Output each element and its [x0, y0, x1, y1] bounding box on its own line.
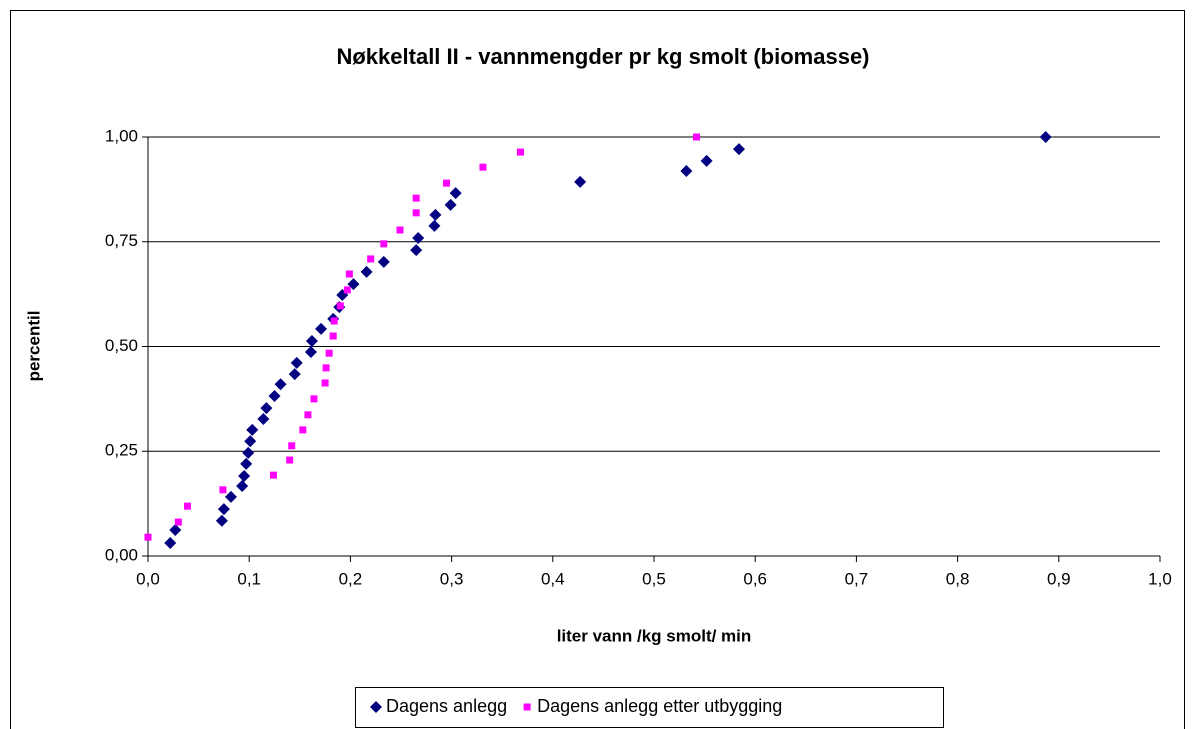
point	[269, 471, 277, 479]
point	[183, 502, 191, 510]
point	[367, 255, 375, 263]
point	[244, 435, 257, 448]
point	[310, 395, 318, 403]
chart-title: Nøkkeltall II - vannmengder pr kg smolt …	[336, 44, 869, 69]
x-tick-label: 0,5	[642, 569, 666, 588]
point	[444, 198, 457, 211]
point	[330, 317, 338, 325]
legend-label: Dagens anlegg	[386, 696, 507, 716]
point	[257, 412, 270, 425]
point	[377, 255, 390, 268]
point	[164, 537, 177, 550]
point	[345, 270, 353, 278]
point	[322, 364, 330, 372]
y-tick-label: 0,00	[105, 545, 138, 564]
point	[321, 379, 329, 387]
point	[680, 164, 693, 177]
point	[449, 187, 462, 200]
y-tick-label: 1,00	[105, 126, 138, 145]
point	[1039, 131, 1052, 143]
chart-frame	[10, 10, 1185, 729]
point	[144, 533, 152, 541]
point	[574, 175, 587, 188]
point	[217, 503, 230, 516]
point	[329, 332, 337, 340]
y-axis-label: percentil	[24, 311, 43, 382]
point	[246, 423, 259, 436]
x-tick-label: 0,8	[946, 569, 970, 588]
point	[429, 208, 442, 221]
point	[224, 490, 237, 503]
y-tick-label: 0,25	[105, 441, 138, 460]
point	[219, 486, 227, 494]
point	[516, 148, 524, 156]
point	[370, 701, 382, 713]
point	[412, 194, 420, 202]
point	[290, 356, 303, 369]
y-tick-label: 0,75	[105, 231, 138, 250]
point	[396, 226, 404, 234]
point	[412, 231, 425, 244]
point	[412, 209, 420, 217]
point	[299, 426, 307, 434]
x-tick-label: 0,2	[339, 569, 363, 588]
x-tick-label: 0,9	[1047, 569, 1071, 588]
point	[325, 349, 333, 357]
point	[343, 286, 351, 294]
point	[305, 335, 318, 348]
point	[288, 442, 296, 450]
point	[240, 457, 253, 470]
y-tick-label: 0,50	[105, 336, 138, 355]
point	[443, 179, 451, 187]
point	[479, 163, 487, 171]
point	[274, 378, 287, 391]
point	[380, 240, 388, 248]
point	[693, 133, 701, 141]
point	[360, 265, 373, 278]
point	[304, 345, 317, 358]
point	[288, 368, 301, 381]
x-tick-label: 0,0	[136, 569, 160, 588]
x-tick-label: 1,0	[1148, 569, 1172, 588]
point	[169, 524, 182, 537]
point	[268, 389, 281, 402]
x-tick-label: 0,4	[541, 569, 565, 588]
point	[315, 322, 328, 335]
x-tick-label: 0,3	[440, 569, 464, 588]
point	[410, 244, 423, 257]
x-tick-label: 0,1	[237, 569, 261, 588]
point	[336, 302, 344, 310]
point	[286, 456, 294, 464]
point	[238, 469, 251, 482]
x-tick-label: 0,7	[845, 569, 869, 588]
x-axis-label: liter vann /kg smolt/ min	[557, 626, 752, 645]
point	[260, 402, 273, 415]
point	[428, 219, 441, 232]
x-tick-label: 0,6	[743, 569, 767, 588]
point	[174, 518, 182, 526]
point	[242, 446, 255, 459]
point	[236, 480, 249, 493]
legend	[355, 687, 944, 728]
point	[215, 514, 228, 527]
point	[733, 143, 746, 156]
legend-label: Dagens anlegg etter utbygging	[537, 696, 782, 716]
point	[700, 154, 713, 167]
point	[304, 411, 312, 419]
point	[523, 703, 531, 711]
